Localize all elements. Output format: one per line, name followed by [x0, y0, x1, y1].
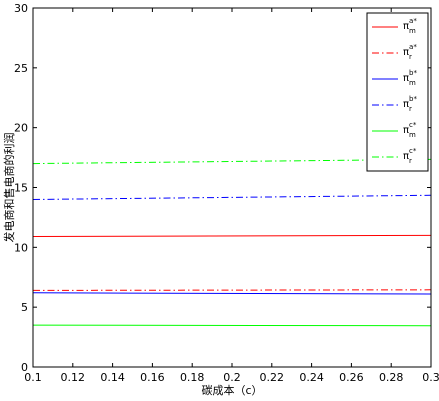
y-tick-label: 10 [14, 241, 28, 254]
legend-box [366, 12, 429, 172]
x-tick-label: 0.3 [422, 371, 439, 384]
legend: πa* m πa* r πb* m πb* r πc* m πc* r [366, 12, 429, 172]
legend-label: πb* m [403, 69, 417, 87]
series-line-2 [32, 289, 432, 291]
series-line-6 [32, 158, 432, 165]
legend-label: πc* r [403, 147, 417, 165]
legend-label: πa* m [403, 17, 417, 35]
y-tick-label: 25 [14, 62, 28, 75]
x-tick-label: 0.22 [260, 371, 285, 384]
x-tick-label: 0.18 [180, 371, 205, 384]
y-tick-label: 0 [21, 361, 28, 374]
x-tick-label: 0.1 [24, 371, 42, 384]
y-tick-label: 20 [14, 122, 28, 135]
x-tick-label: 0.12 [61, 371, 86, 384]
y-tick-label: 30 [14, 2, 28, 15]
x-tick-label: 0.16 [140, 371, 165, 384]
x-tick-label: 0.28 [379, 371, 404, 384]
legend-label: πc* m [403, 121, 417, 139]
series-line-4 [32, 194, 432, 200]
series-line-5 [32, 324, 432, 327]
axis-ticks: 0.1 0.12 0.14 0.16 0.18 0.2 0.22 0.24 0.26 0.28 0.… [14, 2, 439, 384]
y-tick-label: 5 [21, 301, 28, 314]
legend-label: πa* r [403, 43, 417, 61]
series-line-1 [32, 234, 432, 238]
x-axis-label: 碳成本（c） [201, 383, 262, 397]
y-axis-label: 发电商和售电商的利润 [2, 133, 16, 243]
y-tick-label: 15 [14, 182, 28, 195]
x-tick-label: 0.14 [100, 371, 125, 384]
series-lines [32, 158, 432, 327]
x-tick-label: 0.2 [223, 371, 241, 384]
x-tick-label: 0.24 [299, 371, 324, 384]
x-tick-label: 0.26 [339, 371, 364, 384]
legend-label: πb* r [403, 95, 417, 113]
series-line-3 [32, 292, 432, 295]
